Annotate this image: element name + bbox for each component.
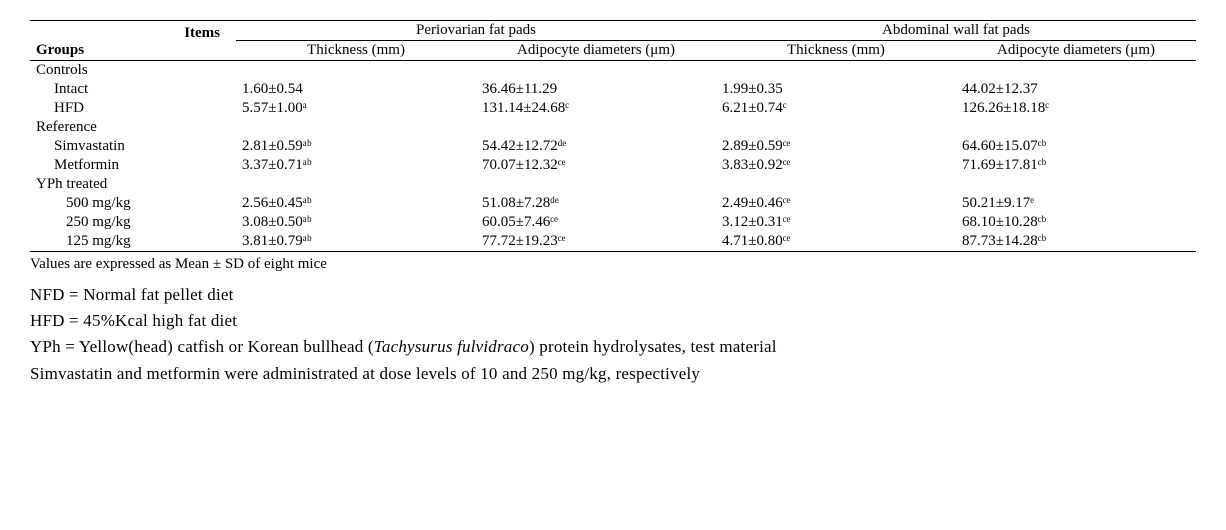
groups-header: Groups: [36, 42, 84, 58]
d500-label: 500 mg/kg: [30, 194, 236, 213]
simvastatin-pthick: 2.81±0.59ᵃᵇ: [236, 137, 476, 156]
yph-label: YPh treated: [30, 175, 236, 194]
intact-athick: 1.99±0.35: [716, 80, 956, 99]
d250-padip: 60.05±7.46ᶜᵉ: [476, 213, 716, 232]
intact-padip: 36.46±11.29: [476, 80, 716, 99]
metformin-aadip: 71.69±17.81ᶜᵇ: [956, 156, 1196, 175]
footnote-values: Values are expressed as Mean ± SD of eig…: [30, 254, 1196, 276]
footnote-hfd: HFD = 45%Kcal high fat diet: [30, 308, 1196, 334]
d125-athick: 4.71±0.80ᶜᵉ: [716, 232, 956, 252]
hfd-aadip: 126.26±18.18ᶜ: [956, 99, 1196, 118]
metformin-padip: 70.07±12.32ᶜᵉ: [476, 156, 716, 175]
d250-aadip: 68.10±10.28ᶜᵇ: [956, 213, 1196, 232]
metformin-athick: 3.83±0.92ᶜᵉ: [716, 156, 956, 175]
d500-aadip: 50.21±9.17ᵉ: [956, 194, 1196, 213]
footnote-yph-species: Tachysurus fulvidraco: [374, 337, 529, 356]
simvastatin-label: Simvastatin: [30, 137, 236, 156]
reference-label: Reference: [30, 118, 236, 137]
intact-row: Intact 1.60±0.54 36.46±11.29 1.99±0.35 4…: [30, 80, 1196, 99]
d500-pthick: 2.56±0.45ᵃᵇ: [236, 194, 476, 213]
d500-athick: 2.49±0.46ᶜᵉ: [716, 194, 956, 213]
simvastatin-padip: 54.42±12.72ᵈᵉ: [476, 137, 716, 156]
a-thickness-header: Thickness (mm): [716, 41, 956, 61]
hfd-row: HFD 5.57±1.00ᵃ 131.14±24.68ᶜ 6.21±0.74ᶜ …: [30, 99, 1196, 118]
metformin-label: Metformin: [30, 156, 236, 175]
d125-row: 125 mg/kg 3.81±0.79ᵃᵇ 77.72±19.23ᶜᵉ 4.71…: [30, 232, 1196, 252]
abdominal-header: Abdominal wall fat pads: [716, 21, 1196, 41]
controls-label: Controls: [30, 61, 236, 81]
metformin-row: Metformin 3.37±0.71ᵃᵇ 70.07±12.32ᶜᵉ 3.83…: [30, 156, 1196, 175]
d250-label: 250 mg/kg: [30, 213, 236, 232]
d125-label: 125 mg/kg: [30, 232, 236, 252]
d250-pthick: 3.08±0.50ᵃᵇ: [236, 213, 476, 232]
hfd-label: HFD: [30, 99, 236, 118]
footnote-dose: Simvastatin and metformin were administr…: [30, 361, 1196, 387]
items-header: Items: [184, 25, 220, 41]
hfd-padip: 131.14±24.68ᶜ: [476, 99, 716, 118]
controls-row: Controls: [30, 61, 1196, 81]
intact-pthick: 1.60±0.54: [236, 80, 476, 99]
simvastatin-aadip: 64.60±15.07ᶜᵇ: [956, 137, 1196, 156]
d125-padip: 77.72±19.23ᶜᵉ: [476, 232, 716, 252]
footnote-nfd: NFD = Normal fat pellet diet: [30, 282, 1196, 308]
d125-aadip: 87.73±14.28ᶜᵇ: [956, 232, 1196, 252]
d250-row: 250 mg/kg 3.08±0.50ᵃᵇ 60.05±7.46ᶜᵉ 3.12±…: [30, 213, 1196, 232]
footnote-yph-prefix: YPh = Yellow(head) catfish or Korean bul…: [30, 337, 374, 356]
d500-padip: 51.08±7.28ᵈᵉ: [476, 194, 716, 213]
footnote-yph: YPh = Yellow(head) catfish or Korean bul…: [30, 334, 1196, 360]
d250-athick: 3.12±0.31ᶜᵉ: [716, 213, 956, 232]
simvastatin-athick: 2.89±0.59ᶜᵉ: [716, 137, 956, 156]
footnote-block: NFD = Normal fat pellet diet HFD = 45%Kc…: [30, 282, 1196, 387]
yph-row: YPh treated: [30, 175, 1196, 194]
hfd-pthick: 5.57±1.00ᵃ: [236, 99, 476, 118]
fat-pad-table: Items Groups Periovarian fat pads Abdomi…: [30, 20, 1196, 252]
hfd-athick: 6.21±0.74ᶜ: [716, 99, 956, 118]
p-thickness-header: Thickness (mm): [236, 41, 476, 61]
a-adipocyte-header: Adipocyte diameters (μm): [956, 41, 1196, 61]
simvastatin-row: Simvastatin 2.81±0.59ᵃᵇ 54.42±12.72ᵈᵉ 2.…: [30, 137, 1196, 156]
intact-label: Intact: [30, 80, 236, 99]
footnote-yph-suffix: ) protein hydrolysates, test material: [529, 337, 777, 356]
periovarian-header: Periovarian fat pads: [236, 21, 716, 41]
intact-aadip: 44.02±12.37: [956, 80, 1196, 99]
reference-row: Reference: [30, 118, 1196, 137]
metformin-pthick: 3.37±0.71ᵃᵇ: [236, 156, 476, 175]
d500-row: 500 mg/kg 2.56±0.45ᵃᵇ 51.08±7.28ᵈᵉ 2.49±…: [30, 194, 1196, 213]
p-adipocyte-header: Adipocyte diameters (μm): [476, 41, 716, 61]
d125-pthick: 3.81±0.79ᵃᵇ: [236, 232, 476, 252]
